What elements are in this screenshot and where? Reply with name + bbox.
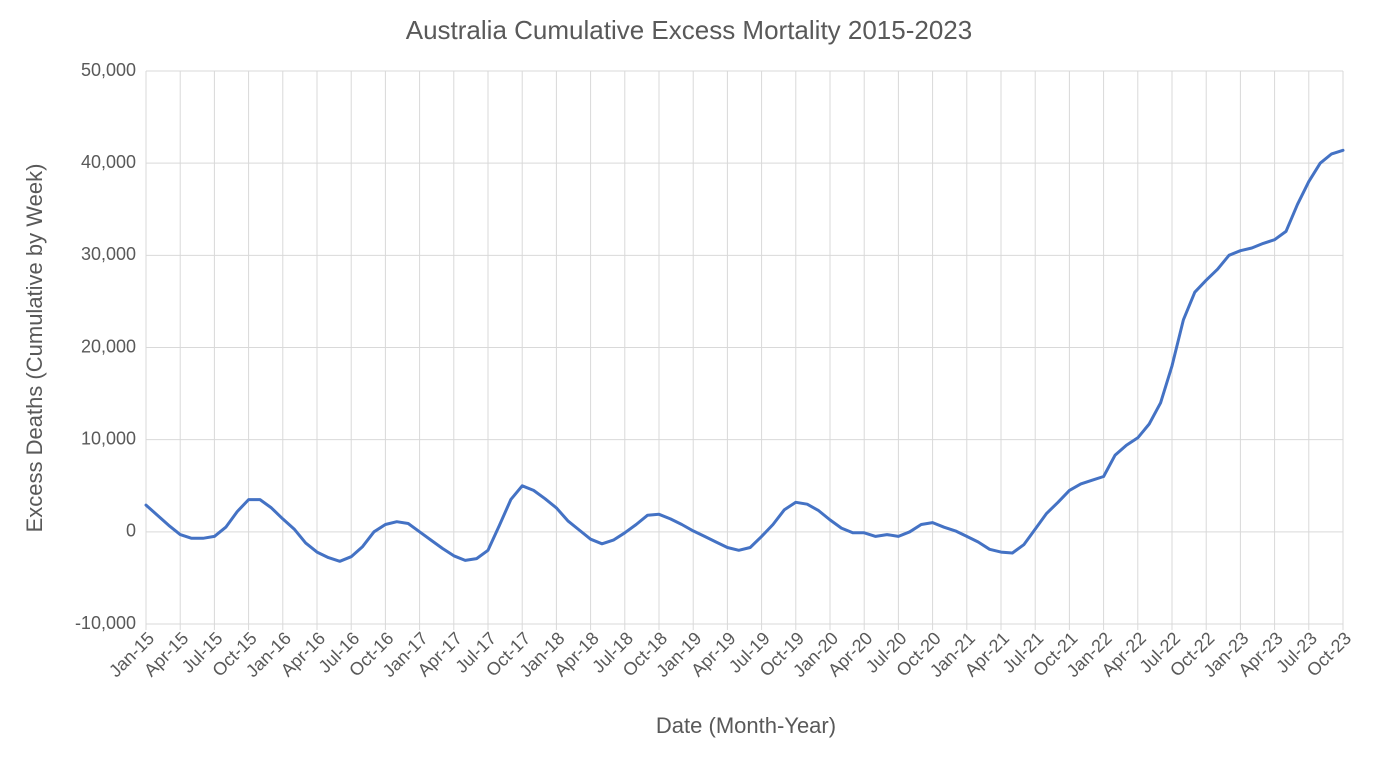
y-tick-label: 30,000 [81, 244, 136, 264]
y-tick-label: 20,000 [81, 336, 136, 356]
chart-title: Australia Cumulative Excess Mortality 20… [406, 15, 972, 45]
data-line [144, 148, 1345, 563]
y-tick-label: 10,000 [81, 428, 136, 448]
x-axis-title: Date (Month-Year) [656, 713, 836, 738]
y-axis-title: Excess Deaths (Cumulative by Week) [22, 164, 47, 533]
y-tick-label: -10,000 [75, 613, 136, 633]
y-tick-label: 0 [126, 521, 136, 541]
y-tick-label: 40,000 [81, 152, 136, 172]
y-tick-label: 50,000 [81, 60, 136, 80]
